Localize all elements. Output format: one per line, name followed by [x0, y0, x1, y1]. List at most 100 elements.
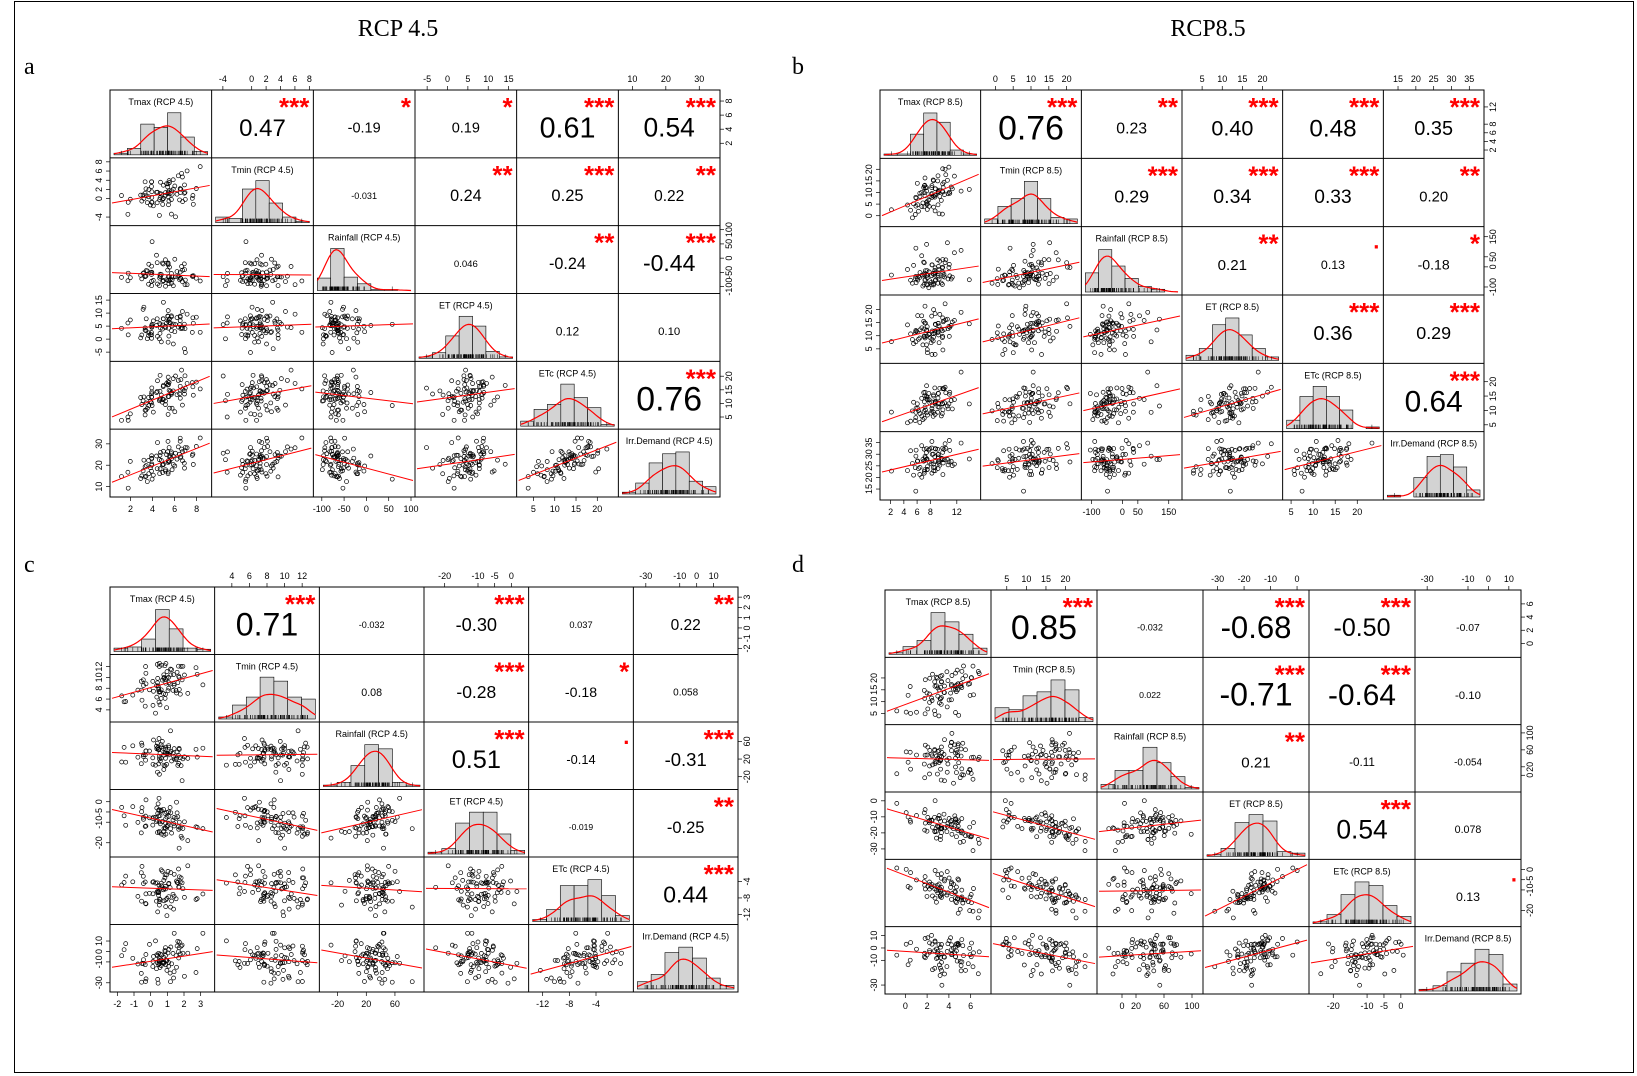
scatter-point	[452, 465, 458, 471]
scatter-point	[324, 451, 330, 457]
fit-line	[1083, 315, 1181, 338]
scatter-point	[945, 457, 950, 462]
scatter-point	[240, 470, 246, 475]
significance-stars: ***	[686, 92, 717, 122]
scatter-point	[1236, 446, 1242, 452]
hist-bar	[1251, 348, 1266, 361]
scatter-point	[200, 891, 206, 897]
scatter-point	[161, 825, 167, 831]
scatter-point	[465, 402, 470, 407]
scatter-point	[1232, 413, 1237, 419]
scatter-point	[945, 462, 951, 468]
scatter-point	[925, 282, 930, 288]
scatter-point	[299, 828, 305, 834]
scatter-point	[273, 763, 279, 768]
scatter-point	[1249, 399, 1255, 405]
scatter-point	[176, 663, 181, 669]
scatter-point	[1119, 386, 1125, 391]
scatter-point	[1111, 446, 1116, 451]
scatter-point	[288, 367, 294, 373]
scatter-point	[1114, 385, 1120, 391]
scatter-point	[1106, 390, 1112, 396]
top-tick-label: 10	[627, 74, 637, 84]
scatter-point	[142, 179, 148, 185]
scatter-point	[146, 403, 152, 408]
scatter-point	[262, 874, 268, 880]
cell-3-1	[980, 294, 1082, 364]
scatter-point	[1047, 240, 1053, 246]
scatter-point	[1006, 282, 1012, 287]
scatter-point	[354, 316, 360, 322]
scatter-point	[125, 414, 131, 420]
scatter-point	[254, 476, 260, 481]
scatter-point	[140, 752, 146, 758]
hist-bar	[273, 680, 289, 720]
scatter-point	[1242, 447, 1248, 452]
significance-stars: **	[1460, 160, 1481, 190]
scatter-point	[1100, 322, 1105, 327]
scatter-point	[139, 805, 145, 810]
scatter-point	[180, 886, 186, 892]
scatter-point	[157, 457, 162, 463]
scatter-point	[165, 339, 171, 345]
scatter-point	[304, 831, 310, 837]
scatter-point	[1210, 468, 1216, 474]
scatter-point	[123, 822, 129, 828]
scatter-point	[1324, 468, 1329, 474]
scatter-point	[275, 283, 281, 288]
scatter-point	[156, 699, 162, 705]
scatter-point	[288, 325, 294, 330]
scatter-point	[176, 687, 182, 692]
scatter-point	[1036, 313, 1041, 319]
scatter-point	[149, 270, 155, 276]
scatter-point	[929, 406, 935, 411]
scatter-point	[262, 808, 268, 813]
scatter-point	[445, 457, 451, 463]
bottom-tick-label: 15	[571, 504, 581, 514]
scatter-point	[172, 256, 178, 262]
scatter-point	[300, 757, 305, 763]
bottom-tick-label: 8	[194, 504, 199, 514]
scatter-point	[935, 409, 941, 415]
bottom-tick-label: 8	[928, 507, 933, 517]
scatter-point	[257, 276, 263, 282]
scatter-point	[379, 819, 385, 825]
scatter-point	[332, 438, 338, 444]
scatter-point	[445, 405, 451, 411]
scatter-point	[1046, 281, 1052, 287]
density-curve	[323, 750, 421, 787]
scatter-point	[178, 763, 184, 768]
scatter-point	[579, 435, 584, 441]
variable-label: Tmin (RCP 4.5)	[231, 165, 293, 175]
scatter-point	[149, 394, 154, 400]
pairs-panel-a: Tmax (RCP 4.5)0.47***-0.19*0.19*0.61***0…	[94, 74, 734, 514]
scatter-point	[917, 472, 923, 477]
scatter-point	[1092, 468, 1097, 474]
scatter-point	[392, 819, 398, 824]
scatter-point	[1107, 474, 1113, 480]
cell-1-0	[879, 157, 982, 228]
scatter-point	[1242, 458, 1247, 464]
scatter-point	[143, 193, 149, 199]
scatter-point	[253, 804, 259, 809]
cell-border	[214, 721, 320, 790]
cell-0-3: -0.30***	[423, 586, 530, 655]
scatter-point	[356, 326, 362, 332]
scatter-point	[1108, 393, 1113, 399]
scatter-point	[995, 323, 1001, 329]
scatter-point	[1020, 447, 1025, 453]
scatter-point	[1348, 457, 1354, 462]
scatter-point	[1106, 448, 1111, 453]
scatter-point	[1001, 448, 1007, 454]
scatter-point	[182, 346, 187, 352]
scatter-point	[353, 374, 359, 380]
scatter-point	[1109, 451, 1115, 457]
scatter-point	[174, 315, 180, 320]
scatter-point	[125, 417, 131, 423]
significance-stars: ***	[279, 92, 310, 122]
scatter-point	[190, 315, 196, 321]
scatter-point	[397, 795, 402, 801]
scatter-point	[1247, 386, 1253, 391]
scatter-point	[1054, 274, 1059, 280]
scatter-point	[1002, 409, 1007, 415]
